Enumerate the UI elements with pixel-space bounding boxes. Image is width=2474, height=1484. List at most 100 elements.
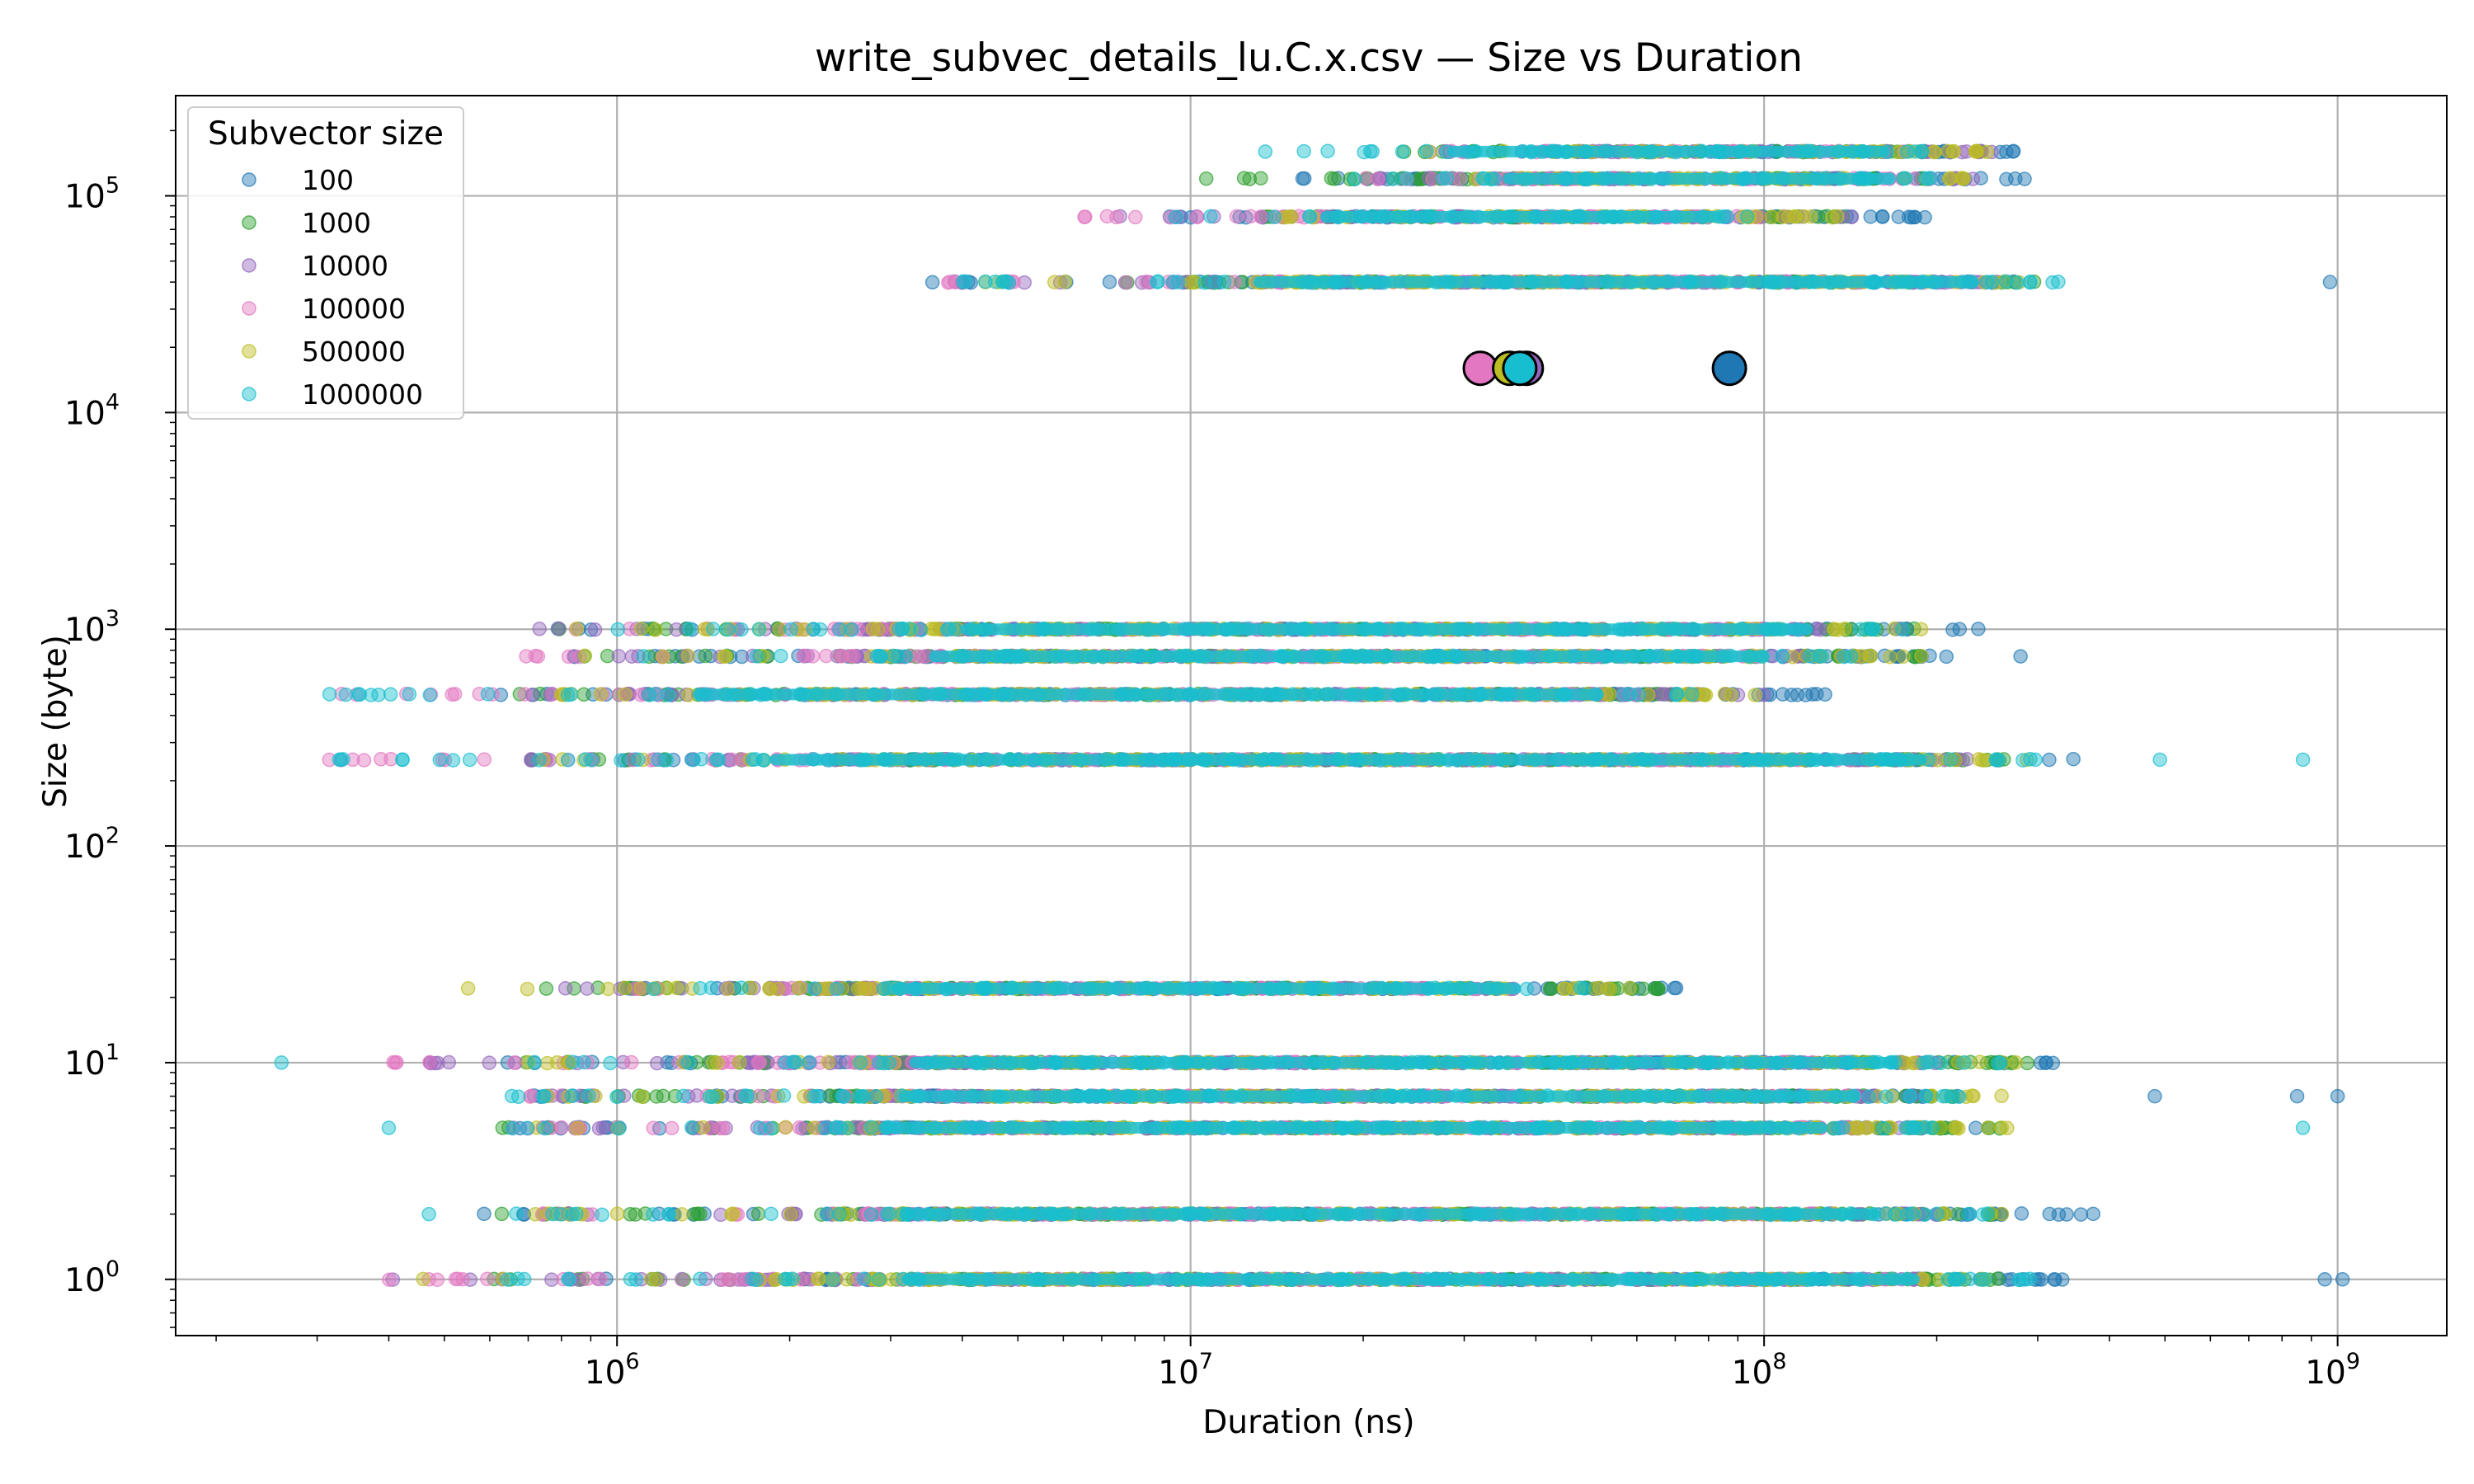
data-point [660, 1054, 675, 1070]
data-point [835, 649, 849, 664]
data-point [1198, 171, 1214, 186]
data-point [583, 622, 599, 637]
data-point [516, 1206, 531, 1222]
outlier-point [2330, 1088, 2345, 1104]
data-point [580, 981, 595, 996]
data-point [796, 648, 811, 664]
data-point [1371, 171, 1385, 186]
data-point [1907, 209, 1922, 225]
data-point [2039, 1055, 2054, 1070]
data-point [723, 1272, 739, 1288]
data-point [611, 649, 627, 664]
y-tick-exponent: 1 [106, 1040, 120, 1065]
data-point [623, 1207, 637, 1222]
minor-ticks [170, 129, 2312, 1341]
data-point [2086, 1206, 2101, 1222]
y-tick-label: 100 [64, 1256, 120, 1299]
data-point [822, 1088, 837, 1103]
data-point [1968, 1120, 1983, 1135]
data-point [819, 648, 834, 664]
data-point [1542, 981, 1558, 997]
data-point [593, 1271, 608, 1287]
data-point [750, 1206, 766, 1222]
data-point [646, 1120, 661, 1135]
data-point [576, 687, 591, 702]
data-point [2048, 1272, 2062, 1287]
data-point [1971, 622, 1986, 636]
data-point [1798, 688, 1813, 702]
outlier-point [2335, 1272, 2350, 1287]
data-point [2059, 1207, 2074, 1222]
data-point [745, 1206, 761, 1222]
data-point [599, 1271, 614, 1286]
y-tick-label: 104 [64, 389, 120, 432]
data-point [554, 1120, 569, 1135]
data-point [2073, 1207, 2089, 1222]
data-point [1939, 649, 1954, 665]
data-point [644, 1271, 659, 1287]
data-point [1452, 171, 1467, 186]
data-point [623, 1054, 639, 1070]
data-point [911, 649, 926, 664]
data-point [1999, 171, 2014, 187]
data-point [1253, 209, 1268, 224]
data-point [675, 1272, 689, 1287]
data-point [649, 1089, 664, 1104]
data-point [752, 1054, 768, 1070]
outlier-point [2147, 1088, 2162, 1104]
data-point [517, 687, 533, 702]
data-point [591, 1121, 607, 1136]
data-point [422, 1054, 437, 1070]
outlier-point [2013, 649, 2028, 664]
data-point [1653, 687, 1668, 702]
data-point [382, 1272, 397, 1287]
data-point [724, 752, 740, 768]
data-point [1818, 687, 1832, 702]
data-point [664, 1120, 680, 1136]
data-point [450, 1271, 465, 1287]
data-point [1229, 209, 1244, 224]
data-point [1945, 622, 1960, 637]
outlier-point [2317, 1272, 2332, 1287]
data-point [1102, 275, 1117, 289]
data-point [477, 752, 492, 767]
outlier-point [2289, 1088, 2305, 1104]
y-tick-exponent: 3 [106, 606, 120, 632]
data-point [2034, 1272, 2049, 1287]
data-point [539, 981, 554, 996]
data-point [2055, 1272, 2070, 1287]
data-point [532, 622, 547, 636]
data-point [1648, 981, 1663, 996]
y-tick-exponent: 0 [106, 1256, 120, 1282]
y-tick-exponent: 2 [106, 823, 120, 848]
data-point [1128, 209, 1143, 225]
data-point [650, 1055, 665, 1071]
y-tick-exponent: 5 [106, 173, 120, 199]
data-point [580, 1271, 595, 1286]
data-point [480, 1271, 495, 1287]
data-point [839, 1272, 854, 1287]
data-point [1668, 980, 1684, 996]
data-point [1874, 209, 1890, 224]
data-point [1324, 171, 1339, 186]
data-point [544, 1272, 559, 1287]
data-point [1891, 209, 1907, 224]
data-point [477, 1206, 492, 1222]
data-point [1078, 209, 1093, 224]
data-point [416, 1271, 430, 1287]
data-point [1118, 275, 1133, 290]
data-point [1242, 171, 1258, 186]
data-point [1526, 981, 1542, 996]
data-point [1917, 209, 1932, 225]
data-point [2014, 1206, 2030, 1221]
data-point [2006, 143, 2021, 159]
chart-title: write_subvec_details_lu.C.x.csv — Size v… [815, 35, 1803, 81]
x-tick-exponent: 7 [1199, 1349, 1213, 1374]
data-point [811, 1271, 827, 1286]
data-point [924, 275, 940, 290]
data-point [792, 1120, 807, 1135]
data-point [2001, 1272, 2015, 1288]
